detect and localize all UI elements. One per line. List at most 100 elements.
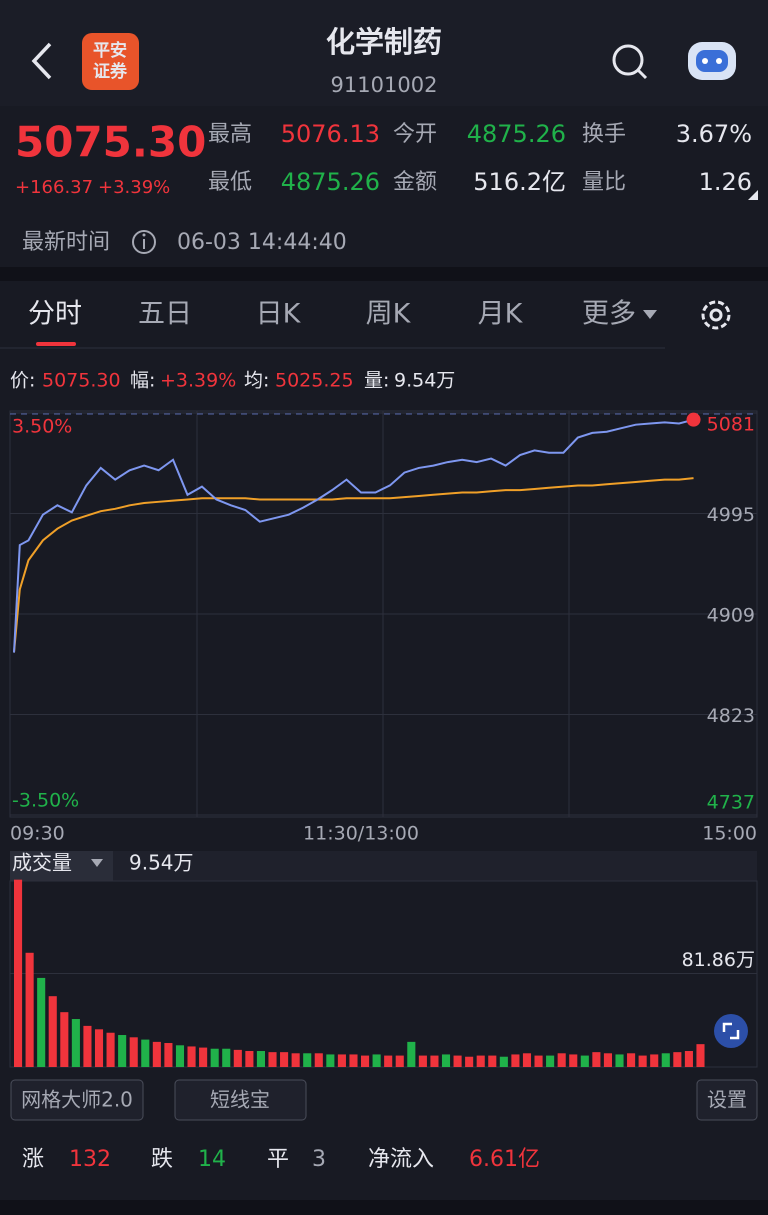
volume-bar <box>395 1055 404 1067</box>
settings-button[interactable] <box>701 300 731 330</box>
volume-bar <box>256 1051 265 1067</box>
breadth-value: 3 <box>312 1147 326 1172</box>
volume-bar <box>187 1046 196 1067</box>
breadth-label: 跌 <box>151 1147 173 1172</box>
volume-bar <box>337 1054 346 1067</box>
volume-bar <box>557 1053 566 1067</box>
volume-bar <box>210 1048 219 1067</box>
y2-tick-label: 3.50% <box>12 416 72 438</box>
indicator-value: 9.54万 <box>129 851 194 875</box>
stat-value: 4875.26 <box>467 120 566 148</box>
volume-bar <box>152 1041 161 1067</box>
assistant-button[interactable] <box>688 42 736 80</box>
volume-chart: 81.86万 <box>10 879 757 1067</box>
search-icon <box>636 68 648 80</box>
indicator-name: 成交量 <box>12 851 72 875</box>
volume-bar <box>106 1032 115 1067</box>
stat-label: 今开 <box>393 122 437 147</box>
settings-label: 设置 <box>707 1088 747 1112</box>
tool-button[interactable] <box>174 1079 307 1121</box>
volume-bar <box>245 1051 254 1067</box>
volume-bar <box>499 1056 508 1067</box>
volume-bar <box>580 1055 589 1067</box>
summary-value: 9.54万 <box>394 370 455 392</box>
stat-value: 5076.13 <box>281 120 380 148</box>
volume-bar <box>25 952 34 1067</box>
volume-bar <box>233 1049 242 1067</box>
title: 化学制药 <box>326 25 442 59</box>
volume-bar <box>684 1051 693 1067</box>
stat-label: 最低 <box>208 170 252 195</box>
average-line <box>13 477 694 653</box>
breadth-value: 14 <box>198 1147 226 1172</box>
stat-label: 最高 <box>208 122 252 147</box>
x-tick-label: 15:00 <box>702 823 757 845</box>
brand-text: 证券 <box>93 61 128 82</box>
robot-eye <box>716 58 722 64</box>
volume-bar <box>650 1054 659 1067</box>
summary-value: 5025.25 <box>275 370 354 392</box>
update-label: 最新时间 <box>22 230 110 255</box>
tab[interactable]: 五日 <box>138 299 192 330</box>
fullscreen-button[interactable] <box>714 1014 748 1048</box>
volume-bar <box>673 1052 682 1067</box>
breadth-label: 涨 <box>22 1147 44 1172</box>
volume-bar <box>488 1055 497 1067</box>
volume-bar <box>280 1052 289 1067</box>
update-time: 06-03 14:44:40 <box>177 230 347 255</box>
summary-value: 5075.30 <box>42 370 121 392</box>
breadth-value: 6.61亿 <box>469 1147 540 1172</box>
gear-icon <box>701 300 731 330</box>
volume-bar <box>511 1054 520 1067</box>
volume-bar <box>141 1039 150 1067</box>
volume-bar <box>615 1054 624 1067</box>
bottom-bar <box>0 1200 768 1215</box>
tab[interactable]: 日K <box>256 299 302 330</box>
tab[interactable]: 周K <box>366 299 412 330</box>
search-button[interactable] <box>612 44 648 80</box>
y-tick-label: 4909 <box>707 605 755 627</box>
y-tick-label: 81.86万 <box>682 949 755 971</box>
volume-bar <box>314 1053 323 1067</box>
gear-icon <box>709 308 723 322</box>
fullscreen-bg <box>714 1014 748 1048</box>
volume-bar <box>94 1029 104 1067</box>
tab-more[interactable]: 更多 <box>582 299 636 330</box>
tab-active[interactable]: 分时 <box>28 299 82 330</box>
volume-bar <box>546 1055 555 1067</box>
separator <box>0 267 768 281</box>
tool-button-label: 网格大师2.0 <box>21 1088 133 1112</box>
volume-bar <box>661 1053 670 1067</box>
info-circle <box>132 230 156 254</box>
stat-label: 金额 <box>393 170 437 195</box>
tab[interactable]: 月K <box>478 299 524 330</box>
summary-label: 幅: <box>130 370 155 392</box>
tool-button[interactable] <box>10 1079 144 1121</box>
last-price-dot <box>686 412 701 427</box>
volume-bar <box>430 1055 439 1067</box>
volume-bar <box>60 1012 69 1067</box>
back-button[interactable] <box>31 42 52 80</box>
y-tick-label: 4823 <box>707 705 755 727</box>
volume-bar <box>603 1053 612 1067</box>
volume-bar <box>268 1052 277 1067</box>
volume-bar <box>326 1054 335 1067</box>
volume-bar <box>476 1055 485 1067</box>
volume-bar <box>453 1055 462 1067</box>
settings-button[interactable] <box>696 1079 758 1121</box>
expand-corner[interactable] <box>748 190 758 200</box>
stat-label: 换手 <box>582 122 626 147</box>
volume-bar <box>361 1055 370 1067</box>
volume-bar <box>592 1052 601 1067</box>
volume-bar <box>372 1054 381 1067</box>
info-icon[interactable] <box>132 230 156 254</box>
stat-label: 量比 <box>582 170 626 195</box>
x-tick-label: 09:30 <box>10 823 65 845</box>
dropdown-arrow <box>643 310 657 319</box>
volume-bar <box>222 1048 231 1067</box>
indicator-selector[interactable] <box>10 851 113 881</box>
price-change: +166.37 <box>15 177 93 198</box>
info-mark <box>142 233 146 237</box>
volume-bar <box>129 1037 138 1067</box>
last-price: 5075.30 <box>15 118 206 167</box>
